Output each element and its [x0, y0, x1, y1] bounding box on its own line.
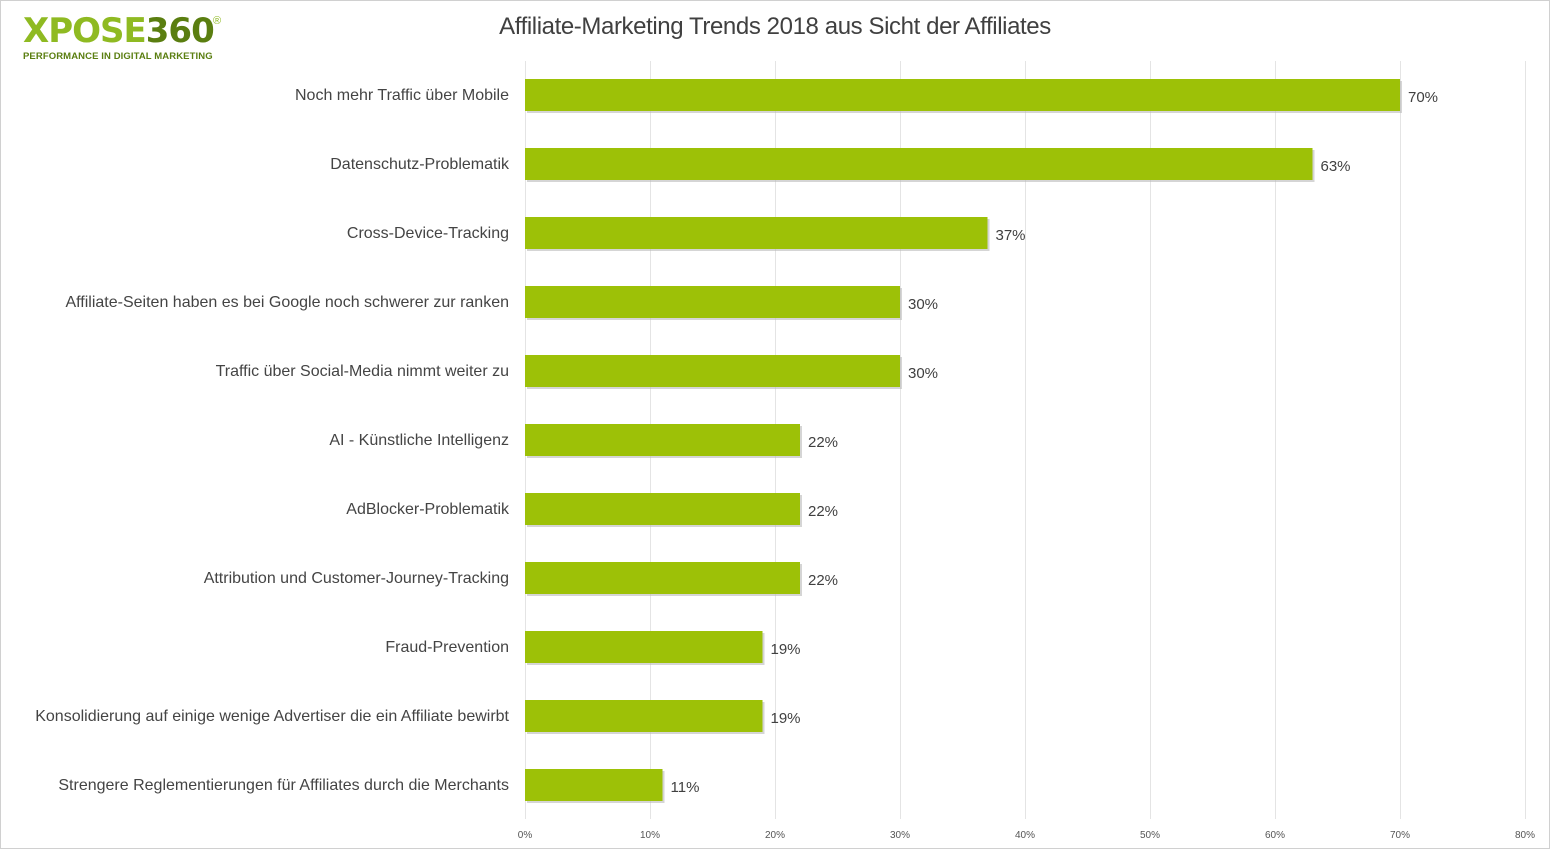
registered-mark: ® [213, 15, 222, 27]
bar [525, 79, 1400, 111]
category-label: Affiliate-Seiten haben es bei Google noc… [65, 294, 509, 311]
data-label: 22% [808, 503, 838, 520]
data-label: 30% [908, 296, 938, 313]
x-tick-label: 30% [890, 830, 910, 841]
category-label: AI - Künstliche Intelligenz [329, 432, 509, 449]
category-label: Konsolidierung auf einige wenige Adverti… [35, 708, 509, 725]
x-tick-label: 40% [1015, 830, 1035, 841]
x-tick-label: 80% [1515, 830, 1535, 841]
xpose360-logo: XPOSE360 ® PERFORMANCE IN DIGITAL MARKET… [23, 11, 221, 62]
data-label: 37% [996, 227, 1026, 244]
bar [525, 700, 763, 732]
bar [525, 217, 988, 249]
logo-digits: 360 [145, 11, 215, 51]
category-label: Fraud-Prevention [385, 639, 509, 656]
x-tick-label: 0% [518, 830, 533, 841]
data-label: 11% [671, 779, 700, 796]
bar [525, 286, 900, 318]
category-label: Strengere Reglementierungen für Affiliat… [58, 777, 509, 794]
x-tick-label: 20% [765, 830, 785, 841]
bar [525, 355, 900, 387]
data-label: 19% [771, 710, 801, 727]
x-tick-label: 70% [1390, 830, 1410, 841]
chart-title: Affiliate-Marketing Trends 2018 aus Sich… [499, 13, 1051, 40]
category-label: Datenschutz-Problematik [330, 156, 510, 173]
logo-letters: XPOSE [23, 11, 147, 51]
bar [525, 562, 800, 594]
bar [525, 148, 1313, 180]
x-tick-label: 60% [1265, 830, 1285, 841]
data-label: 22% [808, 572, 838, 589]
bar [525, 631, 763, 663]
category-label: Noch mehr Traffic über Mobile [295, 87, 509, 104]
bar [525, 424, 800, 456]
x-axis-ticks: 0% 10% 20% 30% 40% 50% 60% 70% 80% [518, 830, 1535, 841]
data-label: 63% [1321, 158, 1351, 175]
data-label: 22% [808, 434, 838, 451]
category-label: Traffic über Social-Media nimmt weiter z… [216, 363, 509, 380]
data-label: 70% [1408, 89, 1438, 106]
category-label: AdBlocker-Problematik [346, 501, 510, 518]
bar [525, 769, 663, 801]
logo-wordmark: XPOSE360 [23, 11, 215, 51]
data-label: 30% [908, 365, 938, 382]
value-labels: 70% 63% 37% 30% 30% 22% 22% 22% 19% 19% 11% [671, 89, 1439, 796]
bar [525, 493, 800, 525]
category-label: Attribution und Customer-Journey-Trackin… [204, 570, 509, 587]
logo-tagline: PERFORMANCE IN DIGITAL MARKETING [23, 51, 213, 62]
category-labels: Noch mehr Traffic über Mobile Datenschutz… [35, 87, 510, 794]
bars [525, 79, 1402, 803]
category-label: Cross-Device-Tracking [347, 225, 509, 242]
x-tick-label: 10% [640, 830, 660, 841]
data-label: 19% [771, 641, 801, 658]
x-tick-label: 50% [1140, 830, 1160, 841]
